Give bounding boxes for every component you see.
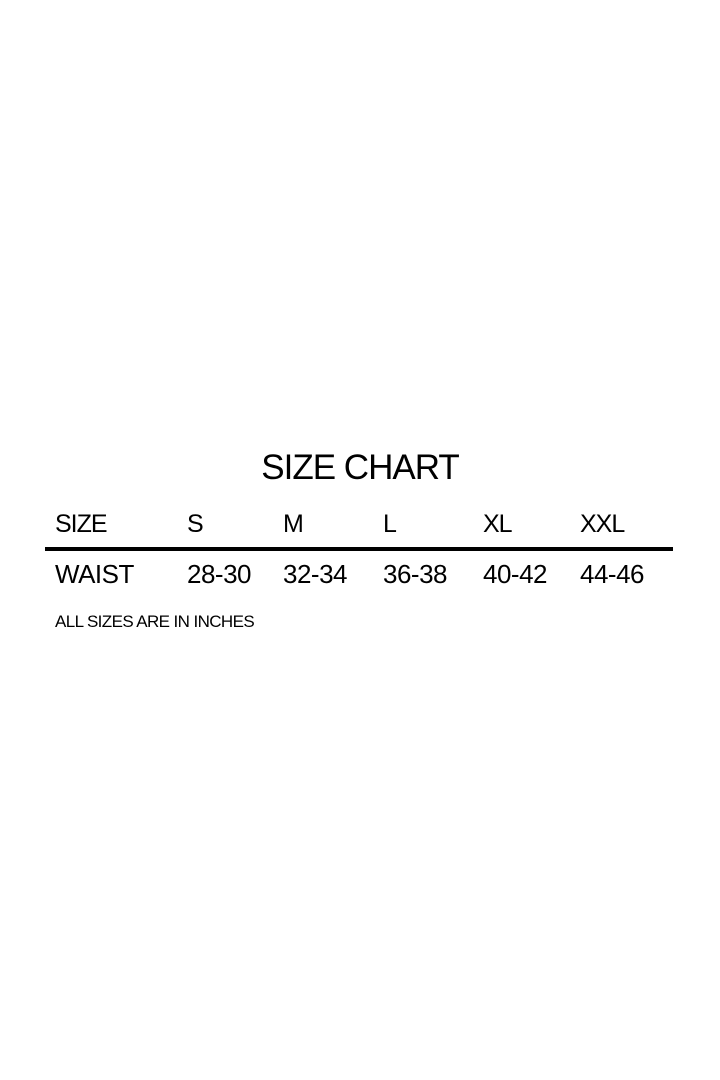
size-chart-title: SIZE CHART <box>261 448 459 487</box>
cell-waist-xxl: 44-46 <box>580 559 645 589</box>
header-cell-m: M <box>283 510 304 538</box>
cell-waist-m: 32-34 <box>283 559 348 589</box>
header-cell-xl: XL <box>483 510 513 538</box>
header-cell-size: SIZE <box>55 510 108 538</box>
header-cell-xxl: XXL <box>580 510 625 538</box>
header-cell-s: S <box>187 510 204 538</box>
header-cell-l: L <box>383 510 397 538</box>
cell-waist-l: 36-38 <box>383 559 448 589</box>
cell-waist-s: 28-30 <box>187 559 252 589</box>
header-divider <box>45 547 673 551</box>
cell-waist-xl: 40-42 <box>483 559 548 589</box>
units-note: ALL SIZES ARE IN INCHES <box>55 612 255 631</box>
row-label-waist: WAIST <box>55 559 134 589</box>
